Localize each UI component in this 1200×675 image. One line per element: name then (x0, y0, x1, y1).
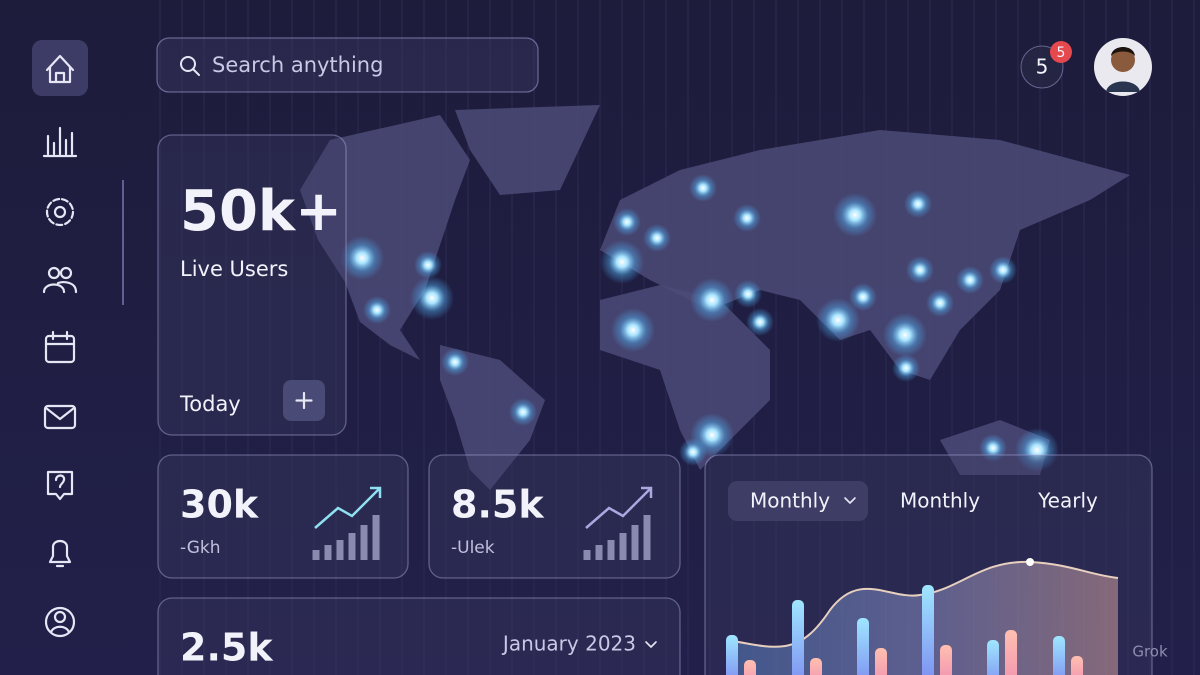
map-glow (734, 280, 762, 308)
map-glow (906, 256, 934, 284)
notification-button[interactable]: 5 5 (1020, 41, 1072, 89)
summary-value: 2.5k (180, 626, 273, 670)
map-glow (643, 224, 671, 252)
scroll-indicator (122, 180, 124, 305)
map-glow (509, 398, 537, 426)
curve-point (1026, 558, 1034, 566)
live-users-label: Live Users (180, 257, 288, 281)
map-glow (849, 283, 877, 311)
map-glow (746, 308, 774, 336)
map-glow (679, 438, 707, 466)
nav-home[interactable] (32, 40, 88, 96)
map-glow (989, 256, 1017, 284)
trend-icon (585, 486, 653, 529)
search-placeholder: Search anything (212, 53, 383, 77)
mini-bars (583, 515, 651, 560)
live-users-period: Today (179, 392, 241, 416)
stat-card: 8.5k -Ulek (428, 454, 681, 579)
map-glow (926, 289, 954, 317)
tab-label: Monthly (750, 489, 830, 513)
nav-calendar[interactable] (44, 330, 76, 364)
stat-value: 30k (180, 483, 259, 527)
trend-icon (314, 486, 382, 529)
map-glow (904, 190, 932, 218)
stat-card: 30k -Gkh (157, 454, 409, 579)
tab-label[interactable]: Monthly (900, 489, 980, 513)
map-glow (689, 174, 717, 202)
search-box[interactable]: Search anything (156, 37, 539, 93)
tab-label[interactable]: Yearly (1037, 489, 1098, 513)
period-dropdown[interactable]: January 2023 (501, 632, 657, 656)
watermark: Grok (1132, 643, 1168, 661)
notification-badge: 5 (1057, 45, 1066, 61)
nav-notifications[interactable] (48, 539, 72, 568)
avatar[interactable] (1094, 38, 1152, 96)
nav-mail[interactable] (43, 404, 77, 430)
map-glow (611, 308, 655, 352)
nav-help[interactable] (46, 470, 74, 501)
tab-active[interactable] (728, 481, 868, 521)
map-glow (892, 354, 920, 382)
map-glow (816, 298, 860, 342)
map-glow (1015, 428, 1059, 472)
map-glow (613, 208, 641, 236)
map-glow (833, 193, 877, 237)
map-glow (956, 266, 984, 294)
nav-settings[interactable] (45, 197, 75, 227)
stat-label: -Gkh (180, 538, 221, 558)
map-glow (363, 296, 391, 324)
map-glow (600, 240, 644, 284)
live-users-card: 50k+ Live Users Today (157, 134, 347, 436)
stat-label: -Ulek (451, 538, 495, 558)
mini-bars (312, 515, 380, 560)
map-glow (441, 348, 469, 376)
map-glow (340, 236, 384, 280)
map-glow (883, 313, 927, 357)
map-glow (410, 276, 454, 320)
plus-icon (295, 391, 313, 410)
stat-value: 8.5k (451, 483, 544, 527)
map-glow (733, 204, 761, 232)
nav-profile[interactable] (44, 606, 76, 638)
nav-analytics[interactable] (42, 126, 78, 158)
map-glow (690, 278, 734, 322)
map-glow (414, 251, 442, 279)
summary-card: 2.5k January 2023 (157, 597, 681, 675)
summary-period: January 2023 (501, 632, 636, 656)
nav-users[interactable] (42, 266, 78, 294)
bars-decoration (726, 585, 1083, 675)
sidebar (32, 40, 124, 638)
live-users-value: 50k+ (180, 179, 342, 244)
notification-count: 5 (1036, 55, 1049, 79)
home-icon (45, 54, 75, 84)
map-glow (979, 434, 1007, 462)
world-map (300, 105, 1130, 490)
activity-panel: Monthly Monthly Yearly (704, 454, 1153, 675)
